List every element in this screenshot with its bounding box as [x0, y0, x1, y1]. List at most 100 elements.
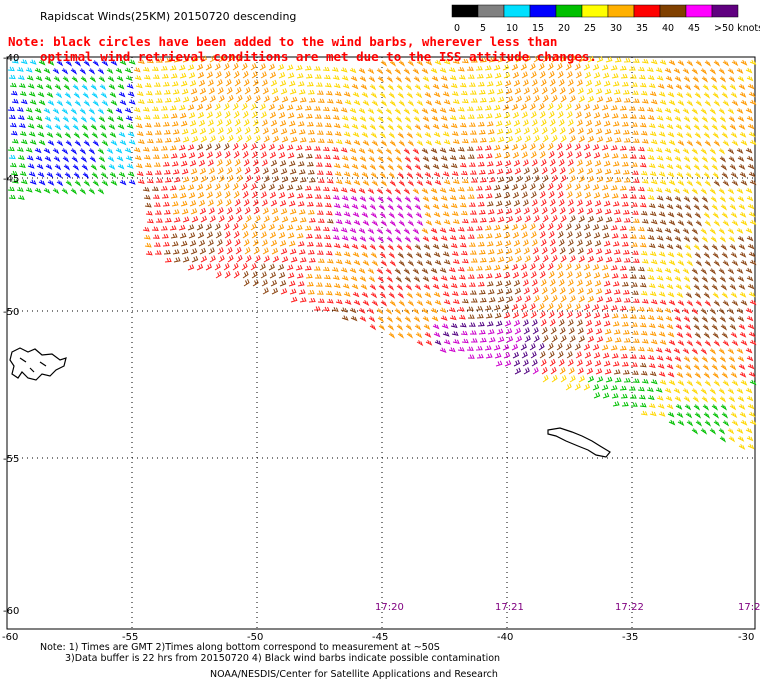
wind-barb [511, 303, 519, 311]
wind-barb [709, 388, 717, 395]
wind-barb [395, 156, 403, 163]
wind-barb [153, 202, 161, 207]
wind-barb [369, 244, 377, 251]
wind-barb [162, 81, 170, 87]
wind-barb [200, 135, 208, 143]
wind-barb [322, 306, 330, 312]
wind-barb [701, 276, 709, 283]
wind-barb [459, 202, 467, 208]
wind-barb [647, 275, 655, 281]
wind-barb [362, 220, 370, 227]
note-line-2: optimal wind retrieval conditions are me… [40, 49, 597, 64]
wind-barb [728, 196, 736, 203]
wind-barb [333, 163, 341, 169]
wind-barb [394, 148, 402, 155]
wind-barb [506, 96, 514, 103]
wind-barb [558, 279, 565, 287]
wind-barb [331, 147, 339, 152]
wind-barb [630, 362, 638, 367]
wind-barb [434, 59, 442, 66]
wind-barb [728, 76, 736, 83]
wind-barb [515, 55, 523, 63]
wind-barb [90, 164, 98, 171]
wind-barb [369, 324, 377, 331]
wind-barb [488, 137, 496, 143]
wind-barb [314, 74, 322, 79]
wind-barb [127, 171, 135, 177]
wind-barb [316, 290, 324, 295]
wind-barb [493, 184, 501, 191]
wind-barb [505, 208, 513, 215]
wind-barb [622, 129, 630, 135]
wind-barb [513, 199, 521, 207]
wind-barb [290, 176, 298, 183]
wind-barb [209, 215, 216, 223]
wind-barb [712, 212, 720, 219]
wind-barb [214, 223, 221, 231]
wind-barb [567, 159, 574, 167]
wind-barb [601, 264, 609, 271]
wind-barb [524, 135, 531, 143]
wind-barb [458, 274, 466, 280]
wind-barb [160, 186, 168, 191]
wind-barb [638, 394, 646, 400]
wind-barb [719, 436, 727, 443]
wind-barb [304, 225, 312, 231]
wind-barb [173, 217, 181, 223]
wind-barb [430, 67, 438, 74]
wind-barb [673, 147, 681, 154]
wind-barb [317, 138, 325, 143]
wind-barb [360, 244, 368, 250]
wind-barb [711, 204, 719, 211]
wind-barb [171, 121, 179, 127]
wind-barb [441, 203, 449, 209]
wind-barb [602, 272, 610, 279]
wind-barb [297, 161, 305, 167]
wind-barb [359, 316, 367, 322]
wind-barb [172, 89, 180, 95]
wind-barb [574, 303, 581, 311]
wind-barb [182, 96, 190, 103]
wind-barb [719, 196, 727, 203]
wind-barb [549, 118, 556, 127]
longitude-axis-labels: -60 -55 -50 -45 -40 -35 -30 [2, 632, 754, 643]
wind-barb [407, 140, 415, 147]
wind-barb [331, 267, 339, 272]
wind-barb [333, 203, 341, 209]
wind-barb [675, 324, 683, 330]
wind-barb [43, 67, 51, 74]
wind-barb [65, 60, 73, 67]
wind-barb [542, 254, 549, 263]
wind-barb [701, 396, 709, 403]
wind-barb [603, 80, 611, 87]
wind-barb [539, 351, 546, 359]
wind-barb [550, 326, 557, 335]
wind-barb [529, 303, 536, 311]
wind-barb [471, 58, 478, 63]
wind-barb [738, 164, 746, 170]
wind-barb [556, 342, 563, 351]
wind-barb [682, 348, 690, 355]
wind-barb [586, 127, 594, 135]
wind-barb [173, 137, 181, 143]
wind-barb [344, 219, 352, 225]
wind-barb [497, 96, 505, 103]
wind-barb [485, 113, 493, 119]
wind-barb [650, 379, 658, 385]
wind-barb [151, 226, 159, 231]
wind-barb [227, 214, 234, 223]
wind-barb [601, 304, 609, 311]
wind-barb [531, 79, 538, 87]
legend-swatch [581, 4, 609, 18]
wind-barb [719, 316, 727, 323]
wind-barb [305, 193, 313, 199]
lat-label: -45 [3, 174, 19, 185]
wind-barb [353, 259, 361, 266]
wind-barb [315, 82, 323, 87]
wind-barb [747, 83, 755, 90]
wind-barb [279, 200, 287, 207]
wind-barb [602, 392, 610, 399]
wind-barb [595, 248, 603, 255]
wind-barb [496, 168, 504, 175]
wind-barb [304, 105, 312, 111]
